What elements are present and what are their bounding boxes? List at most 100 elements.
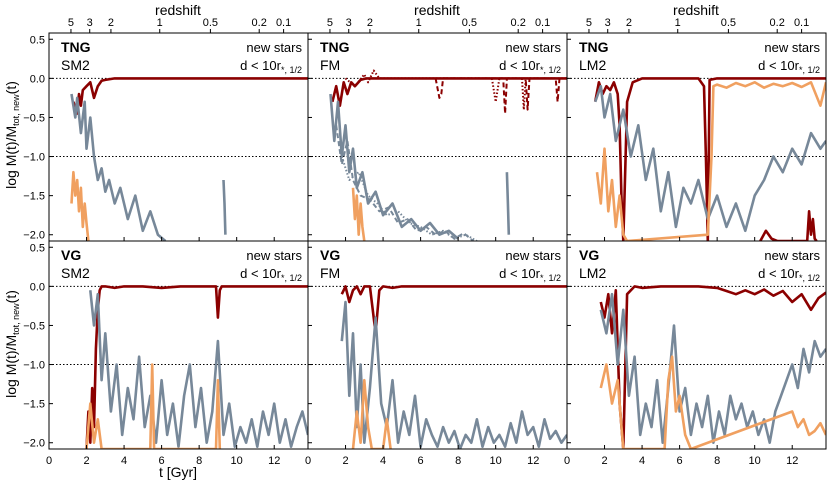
panel-run-label: LM2	[579, 265, 606, 281]
panel-note-distance: d < 10r*, 1/2	[240, 58, 302, 75]
y-axis-label-sub: tot, new	[11, 303, 21, 335]
redshift-tick-label: 0.2	[770, 17, 785, 29]
y-tick-label: −1.5	[23, 399, 45, 411]
series-orange	[351, 378, 392, 449]
x-tick-label: 4	[380, 455, 386, 467]
redshift-tick-label: 3	[346, 17, 352, 29]
panel-sim-label: VG	[320, 247, 340, 263]
series-orange	[595, 81, 826, 241]
series-dark-red	[72, 77, 308, 115]
y-tick-label: 0.0	[30, 281, 45, 293]
panel-note-new-stars: new stars	[764, 248, 820, 263]
panel-note-distance-expr: d < 10r	[240, 58, 282, 73]
y-tick-label: −1.0	[23, 360, 45, 372]
x-tick-label: 12	[527, 455, 539, 467]
panel-tng-sm2: 0.5 0.0 −0.5 −1.0 −1.5 −2.0 5 3 2 1 0.5 0.2 0.1 TNG SM…	[23, 17, 309, 242]
panel-note-distance-expr: d < 10r	[758, 58, 800, 73]
panel-tng-lm2: 5 3 2 1 0.5 0.2 0.1 TNG LM2 new stars d < 10r*, 1/…	[566, 17, 827, 242]
panel-frame	[566, 240, 827, 450]
panel-sim-label: TNG	[61, 39, 91, 55]
panel-series-group	[599, 285, 826, 449]
x-tick-label: 6	[677, 455, 683, 467]
series-gray	[593, 84, 826, 233]
series-dark-red	[85, 285, 308, 449]
panel-sim-label: VG	[579, 247, 599, 263]
redshift-tick-label: 0.2	[252, 17, 267, 29]
panel-note-new-stars: new stars	[764, 40, 820, 55]
redshift-tick-label: 1	[675, 17, 681, 29]
series-dark-red	[340, 285, 567, 335]
series-gray-2	[505, 172, 511, 235]
y-axis-label-tail: (t)	[3, 290, 19, 303]
panel-series-group	[329, 69, 567, 241]
series-gray	[89, 290, 308, 449]
x-tick-label: 8	[455, 455, 461, 467]
top-axis-label-left: redshift	[155, 2, 201, 18]
y-tick-label: −2.0	[23, 230, 45, 242]
redshift-tick-label: 0.5	[721, 17, 736, 29]
panel-series-group	[70, 77, 308, 241]
panel-note-distance-sub: *, 1/2	[799, 273, 820, 283]
series-dark-red-dotted	[344, 69, 567, 111]
series-gray-2	[222, 179, 227, 235]
panel-series-group	[85, 285, 308, 449]
panel-note-distance-sub: *, 1/2	[540, 273, 561, 283]
panel-run-label: SM2	[61, 57, 90, 73]
redshift-tick-label: 0.1	[535, 17, 550, 29]
series-orange	[351, 187, 366, 241]
panel-note-new-stars: new stars	[246, 248, 302, 263]
x-tick-label: 0	[46, 455, 52, 467]
x-tick-label: 8	[196, 455, 202, 467]
redshift-tick-label: 0.5	[203, 17, 218, 29]
series-orange	[70, 170, 90, 241]
y-tick-label: −2.0	[23, 438, 45, 450]
series-gray	[340, 300, 567, 449]
y-tick-label: 0.5	[30, 242, 45, 254]
panel-run-label: FM	[320, 57, 340, 73]
series-dark-red	[599, 285, 826, 449]
x-tick-label: 10	[490, 455, 502, 467]
panel-sim-label: TNG	[579, 39, 609, 55]
panel-note-distance: d < 10r*, 1/2	[758, 58, 820, 75]
redshift-tick-label: 2	[367, 17, 373, 29]
series-dark-red	[593, 77, 826, 241]
series-gray-dashed	[335, 125, 474, 241]
x-tick-label: 2	[342, 455, 348, 467]
x-tick-label: 0	[305, 455, 311, 467]
x-tick-label: 10	[231, 455, 243, 467]
redshift-tick-label: 1	[416, 17, 422, 29]
panel-note-new-stars: new stars	[246, 40, 302, 55]
panels-layer: 0.5 0.0 −0.5 −1.0 −1.5 −2.0 5 3 2 1 0.5 0.2 0.1 TNG SM…	[23, 17, 827, 467]
series-gray	[70, 93, 167, 241]
x-tick-label: 6	[418, 455, 424, 467]
panel-run-label: FM	[320, 265, 340, 281]
redshift-tick-label: 0.1	[794, 17, 809, 29]
x-tick-label: 2	[83, 455, 89, 467]
redshift-tick-label: 1	[157, 17, 163, 29]
panel-note-distance-sub: *, 1/2	[281, 65, 302, 75]
top-axis-label-middle: redshift	[414, 2, 460, 18]
y-tick-label: −0.5	[23, 320, 45, 332]
panel-note-new-stars: new stars	[505, 40, 561, 55]
x-axis-label-left: t [Gyr]	[159, 464, 197, 480]
panel-note-distance-sub: *, 1/2	[540, 65, 561, 75]
redshift-tick-label: 2	[108, 17, 114, 29]
y-axis-label-main: log M(t)/M	[3, 335, 19, 398]
series-gray	[329, 93, 459, 240]
y-axis-label-bottom: log M(t)/Mtot, new(t)	[3, 290, 21, 398]
y-axis-label-top: log M(t)/Mtot, new(t)	[3, 81, 21, 189]
panel-note-distance-expr: d < 10r	[499, 58, 541, 73]
redshift-tick-label: 3	[605, 17, 611, 29]
redshift-tick-label: 5	[327, 17, 333, 29]
panel-run-label: LM2	[579, 57, 606, 73]
series-dark-red-2	[759, 210, 818, 241]
panel-tng-fm: 5 3 2 1 0.5 0.2 0.1 TNG FM new stars d < 10r*, 1/2	[307, 17, 568, 242]
panel-note-distance-sub: *, 1/2	[799, 65, 820, 75]
panel-note-distance: d < 10r*, 1/2	[240, 266, 302, 283]
series-orange	[599, 355, 826, 449]
redshift-tick-label: 0.5	[462, 17, 477, 29]
x-tick-label: 2	[601, 455, 607, 467]
y-axis-label-sub: tot, new	[11, 94, 21, 126]
redshift-tick-label: 0.1	[276, 17, 291, 29]
